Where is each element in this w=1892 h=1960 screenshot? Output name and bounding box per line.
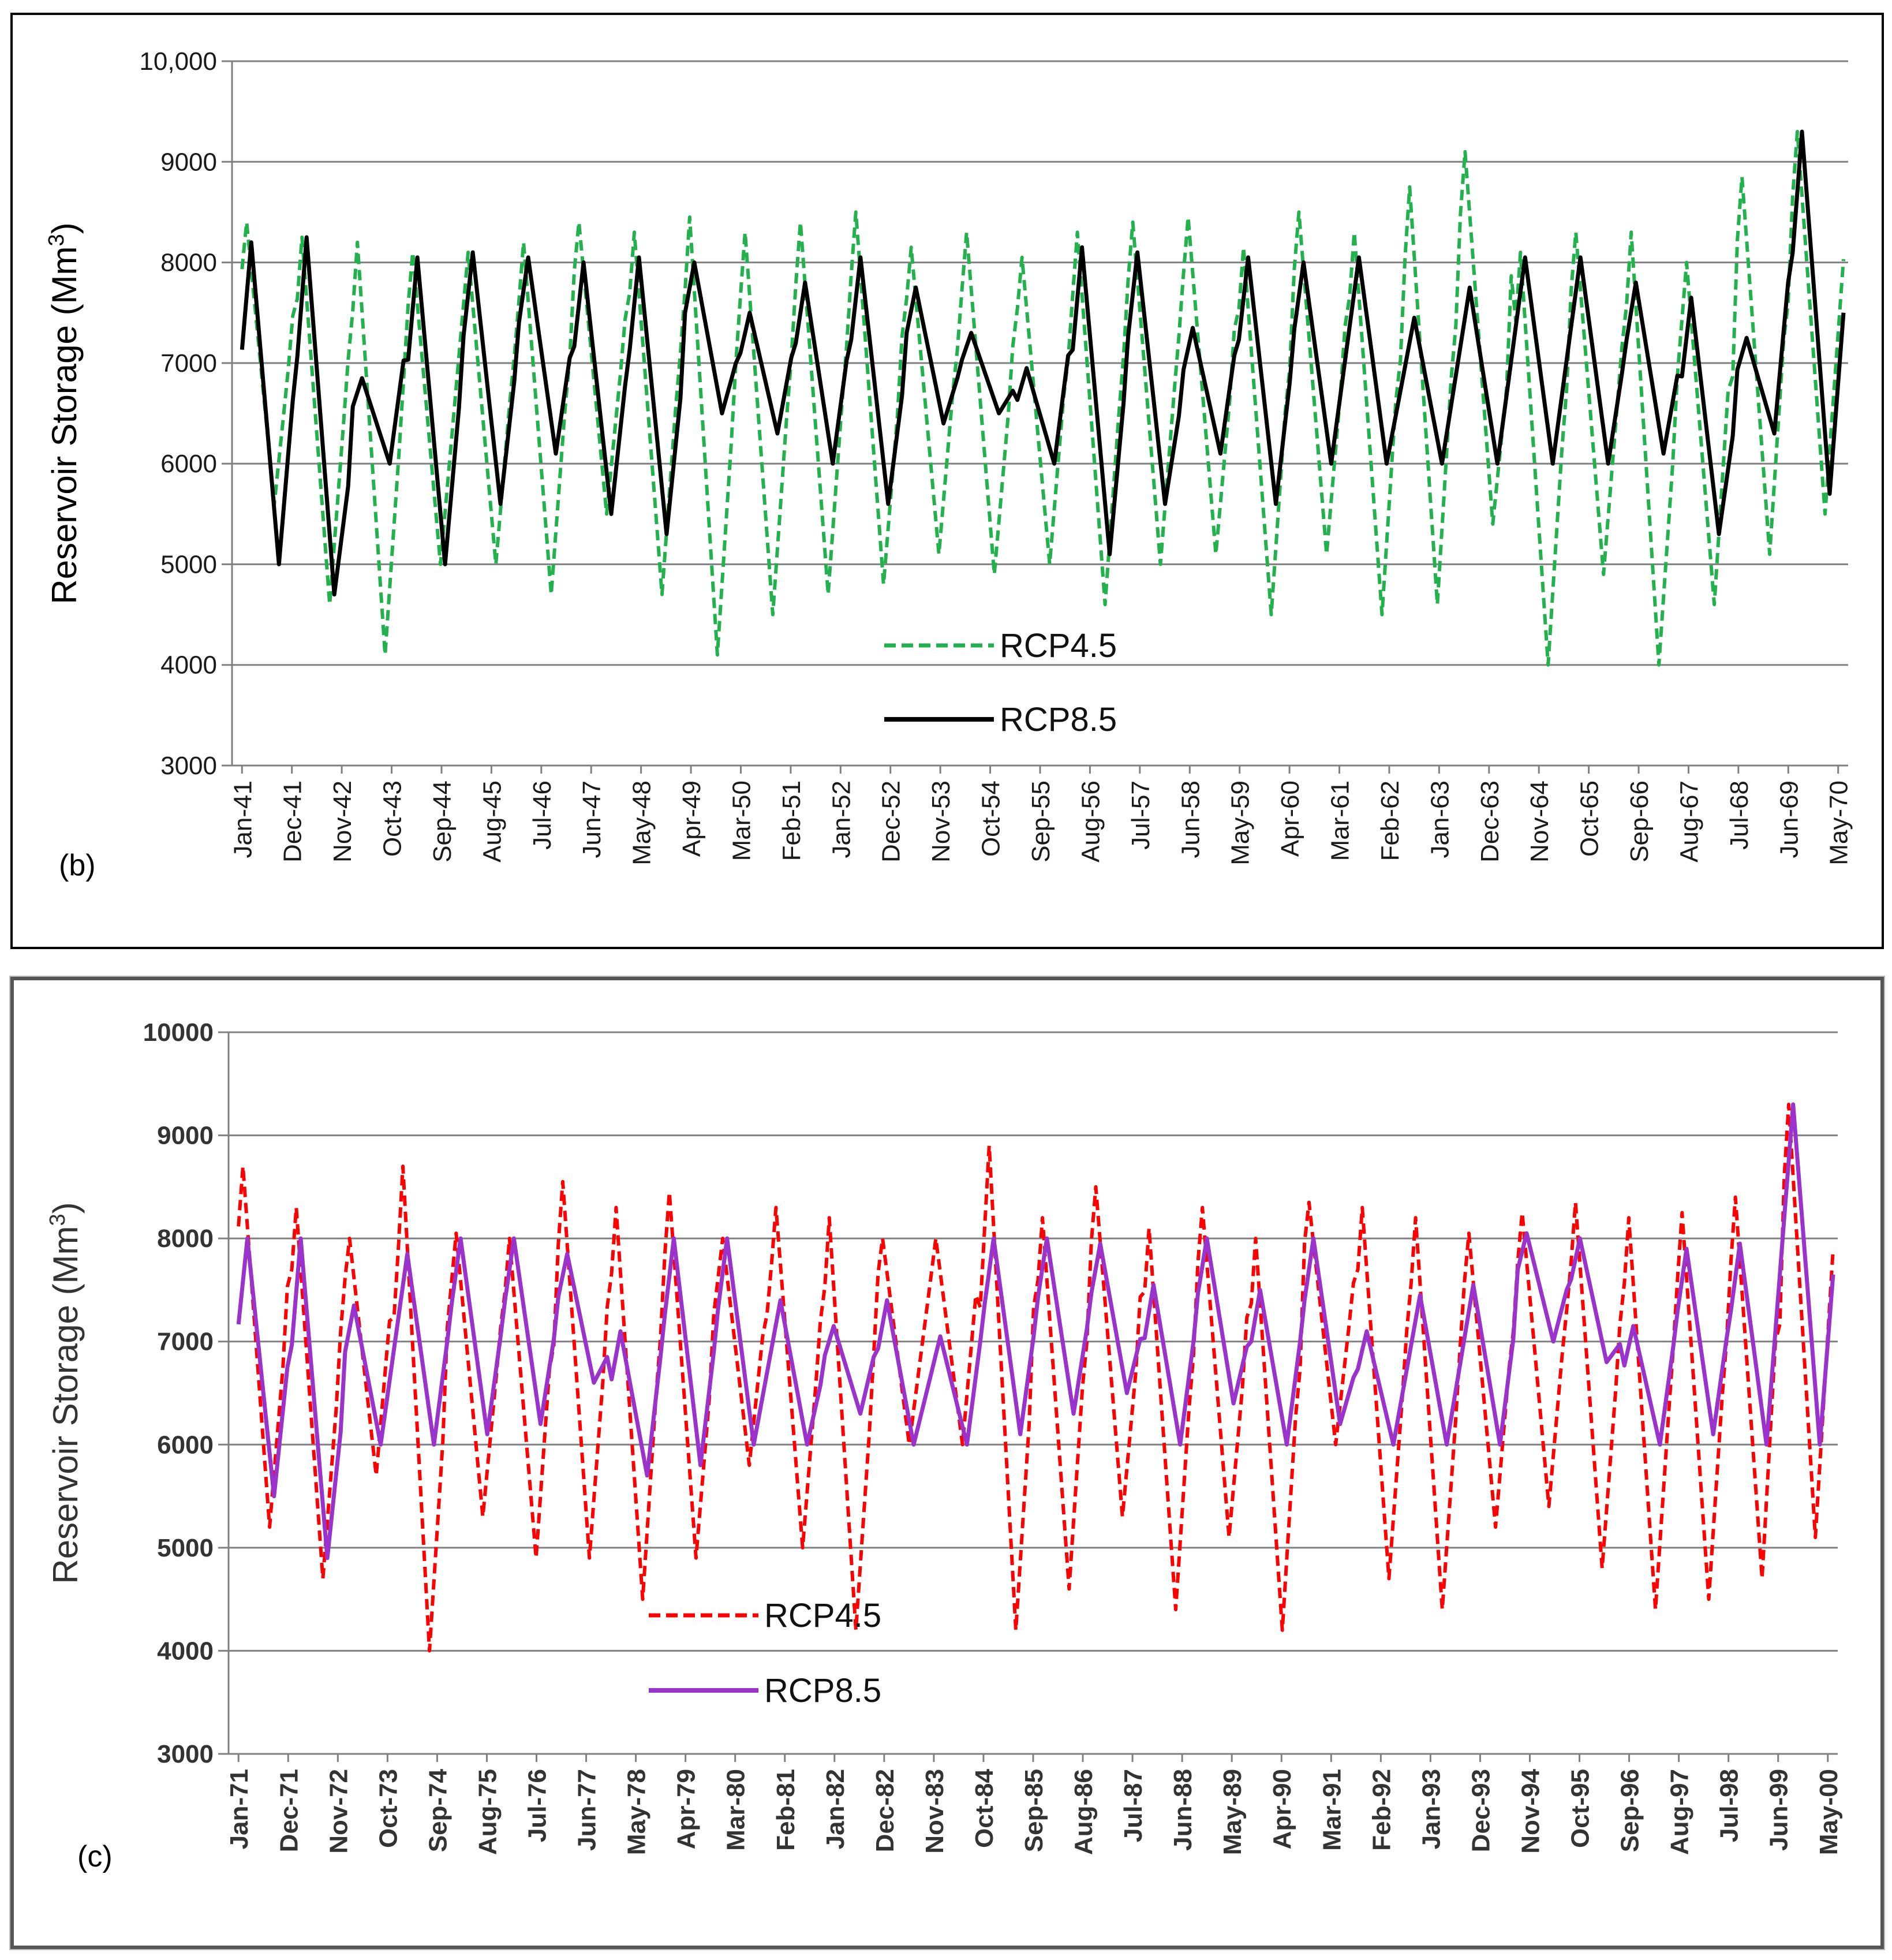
chart-b-xtick-label: Apr-49 [678, 781, 706, 857]
chart-c-xtick-label: Aug-75 [473, 1769, 502, 1855]
chart-c-xtick-label: Dec-93 [1467, 1769, 1495, 1852]
chart-b-ytick-label: 3000 [160, 752, 217, 780]
chart-panel-c: 3000 4000 5000 6000 7000 8000 9000 10000 Jan-71 D… [10, 977, 1884, 1949]
chart-c-xtick-label: Jun-99 [1765, 1769, 1793, 1851]
chart-c-ytick-label: 10000 [143, 1018, 214, 1047]
chart-b-xtick-label: May-70 [1825, 781, 1853, 865]
chart-c-xtick-label: Jan-82 [821, 1769, 850, 1849]
chart-c-xtick-label: Jul-76 [524, 1769, 552, 1842]
chart-b-xtick-label: Sep-55 [1027, 781, 1055, 863]
chart-c-xtick-label: Jun-88 [1169, 1769, 1197, 1851]
chart-c-xtick-label: May-00 [1815, 1769, 1843, 1855]
chart-b-svg: 3000 4000 5000 6000 7000 8000 9000 10,000 Jan-41… [44, 47, 1853, 882]
chart-b-xtick-label: Mar-50 [727, 781, 756, 861]
chart-c-panel-label: (c) [77, 1840, 113, 1873]
chart-c-xtick-label: Dec-71 [275, 1769, 303, 1852]
chart-b-legend-label: RCP8.5 [1000, 701, 1117, 738]
chart-c-ytick-label: 9000 [157, 1122, 214, 1150]
chart-c-xtick-label: Nov-94 [1516, 1768, 1545, 1853]
chart-b-xtick-label: Jan-41 [229, 781, 257, 858]
chart-b-xtick-label: Jul-57 [1127, 781, 1155, 850]
chart-b-xtick-label: Aug-67 [1675, 781, 1703, 863]
chart-c-xtick-label: Aug-86 [1070, 1769, 1098, 1855]
chart-b-xtick-label: Oct-43 [379, 781, 407, 857]
chart-c-xtick-label: Oct-95 [1566, 1769, 1595, 1848]
chart-b-panel-label: (b) [59, 849, 96, 882]
chart-b-xtick-label: Dec-41 [279, 781, 307, 863]
chart-c-ytick-label: 4000 [157, 1637, 214, 1665]
chart-b-xtick-label: Feb-62 [1376, 781, 1404, 861]
chart-c-xtick-label: Apr-90 [1268, 1769, 1296, 1849]
chart-b-xtick-label: Aug-45 [478, 781, 506, 863]
chart-b-xtick-label: Sep-66 [1625, 781, 1654, 863]
chart-c-xtick-label: Oct-73 [374, 1769, 402, 1848]
chart-c-xtick-label: Mar-91 [1318, 1769, 1346, 1851]
chart-b-xtick-label: Oct-65 [1576, 781, 1604, 857]
chart-c-ytick-label: 6000 [157, 1431, 214, 1459]
chart-c-xtick-label: Sep-74 [424, 1768, 452, 1852]
chart-c-xtick-label: Mar-80 [722, 1769, 750, 1851]
chart-b-xtick-label: Dec-63 [1476, 781, 1504, 863]
chart-c-legend-label: RCP4.5 [764, 1597, 881, 1634]
chart-b-xtick-label: Nov-53 [927, 781, 955, 863]
chart-b-xtick-label: Sep-44 [428, 781, 457, 863]
chart-b-xtick-label: Jun-69 [1775, 781, 1803, 858]
chart-c-xtick-label: Nov-83 [921, 1769, 949, 1854]
chart-c-svg: 3000 4000 5000 6000 7000 8000 9000 10000 Jan-71 D… [46, 1018, 1843, 1873]
chart-c-ytick-label: 5000 [157, 1534, 214, 1562]
chart-c-ytick-label: 8000 [157, 1224, 214, 1253]
chart-b-xtick-label: Apr-60 [1276, 781, 1304, 857]
chart-c-ytick-label: 7000 [157, 1328, 214, 1356]
chart-c-xtick-label: Jul-87 [1119, 1769, 1147, 1842]
chart-c-xtick-label: Nov-72 [324, 1769, 353, 1854]
chart-b-series-rcp4-5 [240, 130, 1845, 667]
chart-b-xtick-label: May-59 [1227, 781, 1255, 865]
chart-c-xtick-label: May-78 [623, 1769, 651, 1855]
chart-b-ytick-label: 8000 [160, 249, 217, 277]
chart-b-ytick-label: 10,000 [139, 47, 217, 76]
chart-b-ytick-label: 4000 [160, 651, 217, 680]
chart-b-xtick-label: Jan-52 [827, 781, 855, 858]
chart-c-xtick-label: Jun-77 [573, 1769, 601, 1851]
chart-b-legend-label: RCP4.5 [1000, 627, 1117, 664]
chart-c-xtick-label: Feb-92 [1367, 1769, 1396, 1851]
chart-b-xtick-label: Aug-56 [1076, 781, 1105, 863]
chart-b-xtick-label: Mar-61 [1326, 781, 1355, 861]
chart-c-xtick-label: Jan-93 [1417, 1769, 1445, 1849]
chart-c-xtick-label: Jan-71 [225, 1769, 253, 1849]
chart-c-xtick-label: Apr-79 [672, 1769, 701, 1849]
chart-b-xtick-label: Jun-47 [578, 781, 606, 858]
chart-b-ytick-label: 6000 [160, 450, 217, 478]
chart-b-series-rcp8-5 [240, 129, 1846, 597]
chart-b-xtick-label: Nov-64 [1525, 781, 1554, 863]
chart-b-ylabel: Reservoir Storage (Mm3) [44, 222, 84, 604]
chart-c-xtick-label: Sep-85 [1020, 1769, 1048, 1852]
chart-c-xtick-label: Sep-96 [1616, 1769, 1644, 1852]
chart-c-ylabel: Reservoir Storage (Mm3) [46, 1202, 85, 1584]
chart-b-xtick-label: Nov-42 [328, 781, 357, 863]
chart-b-ytick-label: 9000 [160, 148, 217, 176]
chart-c-legend-label: RCP8.5 [764, 1672, 881, 1709]
chart-b-ytick-label: 7000 [160, 349, 217, 378]
chart-b-xtick-label: May-48 [628, 781, 656, 865]
chart-panel-b: 3000 4000 5000 6000 7000 8000 9000 10,000 Jan-41… [10, 13, 1884, 949]
chart-b-xtick-label: Jan-63 [1426, 781, 1454, 858]
chart-c-xtick-label: Aug-97 [1666, 1769, 1694, 1855]
chart-c-ytick-label: 3000 [157, 1740, 214, 1768]
chart-b-xtick-label: Jul-68 [1725, 781, 1753, 850]
chart-b-xtick-label: Oct-54 [977, 781, 1005, 857]
chart-b-xtick-label: Feb-51 [777, 781, 806, 861]
chart-b-xtick-label: Jul-46 [528, 781, 556, 850]
chart-c-xtick-label: May-89 [1218, 1769, 1247, 1855]
chart-c-xtick-label: Oct-84 [970, 1768, 999, 1847]
chart-b-xtick-label: Dec-52 [877, 781, 906, 863]
chart-b-xtick-label: Jun-58 [1176, 781, 1205, 858]
chart-c-xtick-label: Jul-98 [1715, 1769, 1744, 1842]
chart-c-xtick-label: Dec-82 [871, 1769, 899, 1852]
chart-b-ytick-label: 5000 [160, 550, 217, 578]
chart-c-series-rcp8-5 [236, 1102, 1835, 1560]
chart-c-xtick-label: Feb-81 [772, 1769, 800, 1851]
